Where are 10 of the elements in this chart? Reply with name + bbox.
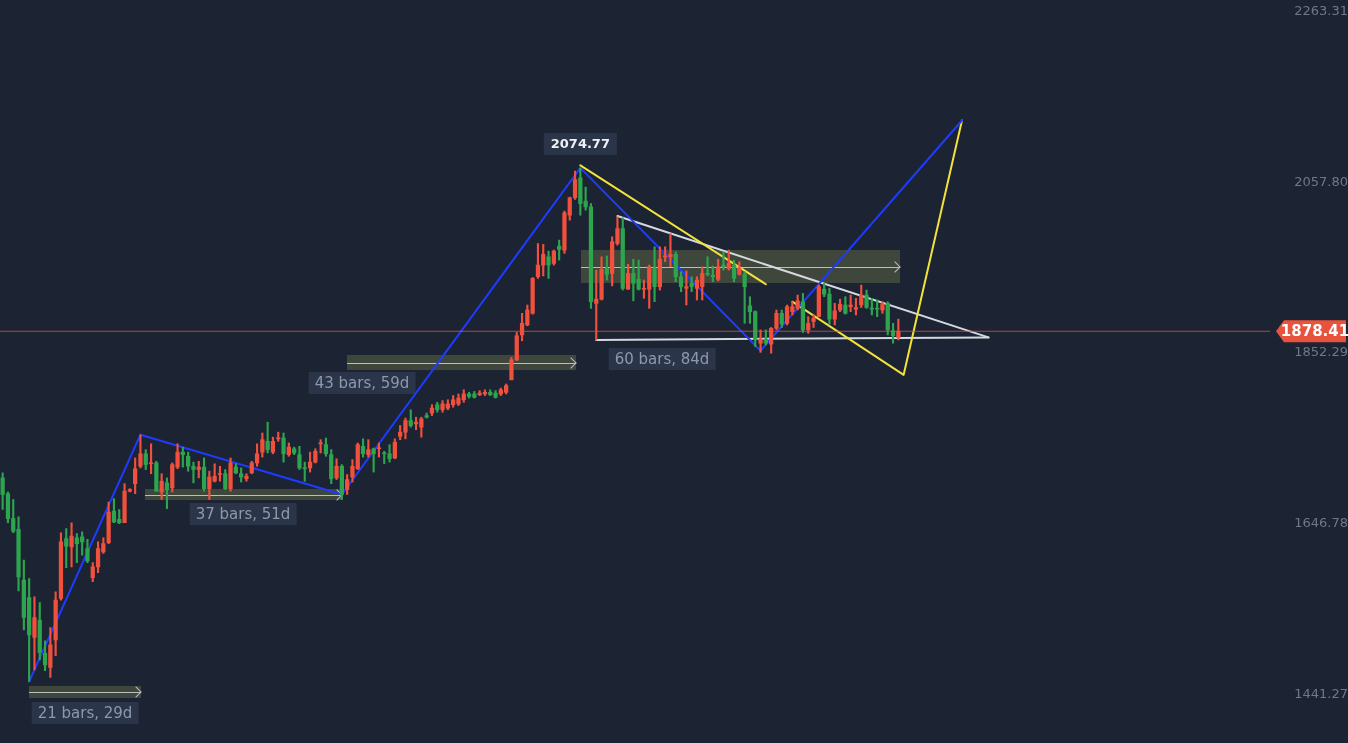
- annotation: 21 bars, 29d: [31, 702, 139, 724]
- annotation: 60 bars, 84d: [608, 348, 716, 370]
- annotation: 37 bars, 51d: [189, 503, 297, 525]
- y-tick-label: 1646.78: [1294, 515, 1348, 531]
- annotation: 43 bars, 59d: [308, 372, 416, 394]
- y-tick-label: 2263.31: [1294, 2, 1348, 18]
- y-tick-label: 1441.27: [1294, 685, 1348, 701]
- y-tick-label: 2057.80: [1294, 173, 1348, 189]
- annotation: 2074.77: [550, 136, 610, 152]
- y-tick-label: 1852.29: [1294, 344, 1348, 360]
